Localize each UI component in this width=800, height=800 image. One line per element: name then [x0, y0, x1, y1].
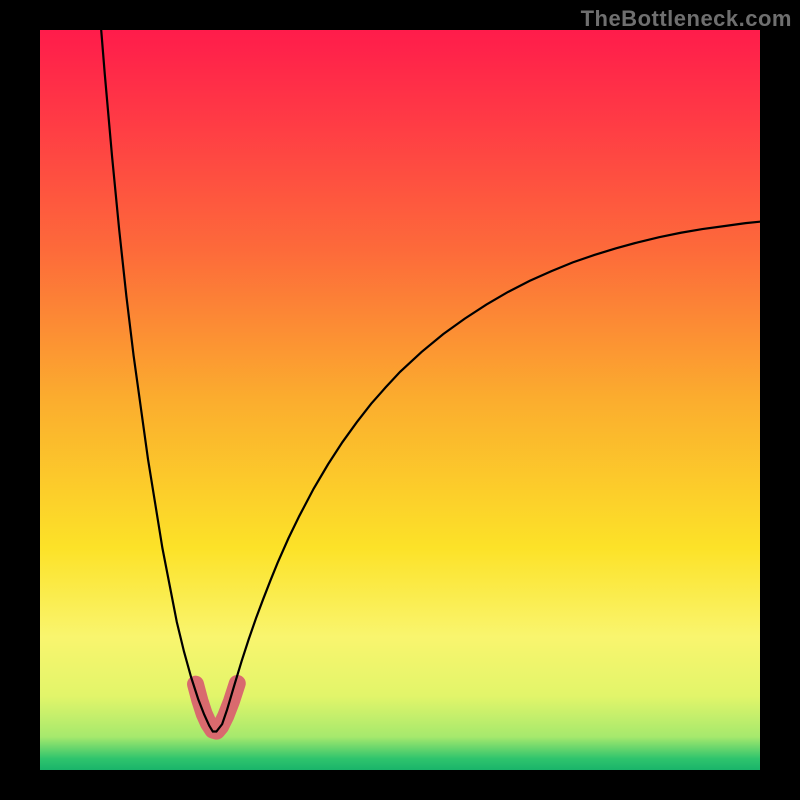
watermark-text: TheBottleneck.com	[581, 6, 792, 32]
chart-frame: TheBottleneck.com	[0, 0, 800, 800]
plot-area	[40, 30, 760, 770]
plot-svg	[40, 30, 760, 770]
gradient-background	[40, 30, 760, 770]
